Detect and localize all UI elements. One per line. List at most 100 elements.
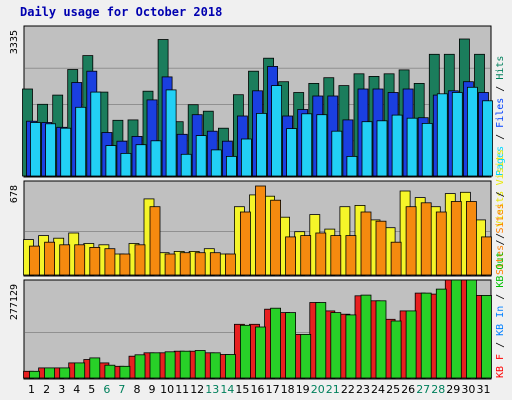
bar (255, 326, 266, 379)
bar (450, 279, 462, 379)
legend: Pages / Files / Hits (495, 56, 506, 176)
bar (29, 370, 40, 379)
chart-panels: 3335 Pages / Files / Hits 678 Sites / Visit… (9, 25, 506, 380)
bar (74, 362, 86, 379)
bar (165, 89, 177, 177)
x-tick-label: 9 (149, 383, 156, 396)
x-tick-label: 23 (356, 383, 370, 396)
bar (194, 350, 206, 379)
bar (345, 314, 357, 379)
bar (60, 127, 72, 177)
bar (270, 307, 282, 379)
y-max-label: 277129 (9, 284, 20, 320)
legend-item: KB In (495, 306, 506, 336)
bar (390, 320, 402, 379)
x-tick-label: 12 (190, 383, 204, 396)
series-pages (30, 85, 493, 177)
bar (405, 206, 417, 276)
bar (209, 252, 221, 276)
x-tick-label: 6 (103, 383, 110, 396)
x-tick-label: 13 (205, 383, 219, 396)
x-tick-label: 10 (160, 383, 174, 396)
bar (270, 199, 282, 276)
x-tick-label: 15 (235, 383, 249, 396)
bar (315, 232, 327, 276)
bar (300, 333, 312, 379)
bar (285, 312, 297, 379)
bar (240, 138, 252, 177)
legend-text: Pages / Files / Hits (495, 56, 506, 176)
bar (149, 352, 161, 379)
bar (271, 85, 283, 177)
series-kb-f (23, 279, 486, 379)
bar (465, 279, 477, 379)
bar (286, 128, 298, 177)
bar (255, 185, 266, 276)
x-tick-label: 7 (118, 383, 125, 396)
bar (421, 123, 433, 177)
legend-text: Sites / Visits (495, 191, 506, 275)
bar (225, 155, 237, 177)
bar (436, 93, 448, 177)
legend: Sites / Visits (495, 191, 506, 275)
y-max-label: 3335 (9, 30, 20, 54)
bar (466, 86, 478, 177)
bar (30, 122, 41, 177)
bar (224, 253, 236, 276)
bar (89, 246, 101, 276)
bar (330, 312, 342, 379)
x-tick-label: 5 (88, 383, 95, 396)
bar (104, 364, 116, 379)
x-tick-label: 18 (281, 383, 295, 396)
legend-item: Hits (495, 56, 506, 80)
bar (405, 310, 417, 379)
bar (74, 244, 86, 276)
x-tick-label: 26 (401, 383, 415, 396)
bar (316, 114, 328, 177)
bar (375, 220, 387, 276)
bar (346, 155, 358, 177)
legend-item: Sites (495, 203, 506, 233)
bar (45, 123, 56, 177)
bar (331, 130, 343, 177)
bar (135, 144, 147, 177)
bar (406, 117, 418, 177)
x-tick-label: 24 (371, 383, 385, 396)
bar (44, 367, 55, 379)
bar (209, 352, 221, 379)
bar (451, 92, 463, 177)
bar (210, 149, 222, 177)
bar (390, 241, 402, 276)
bar (239, 324, 251, 379)
bar (75, 106, 87, 177)
x-tick-label: 20 (311, 383, 325, 396)
panel-hits: 3335 Pages / Files / Hits (9, 25, 506, 178)
bar (256, 113, 267, 177)
bar (119, 253, 131, 276)
bar (285, 236, 297, 276)
series-sites (29, 185, 492, 276)
legend-separator: / (495, 227, 506, 245)
bar (164, 351, 176, 379)
legend-item: Visits (495, 191, 506, 227)
legend-item: Visits (495, 149, 506, 185)
bar (301, 113, 313, 177)
bar (481, 294, 492, 379)
series-kb-out (29, 279, 492, 379)
x-tick-label: 17 (266, 383, 280, 396)
legend-text: KB F / KB In / KB Out / Sites / Visits (495, 149, 506, 378)
legend-item: KB Out (495, 252, 506, 288)
legend-item: KB F (495, 354, 506, 378)
legend-separator: / (495, 336, 506, 354)
panel-visits: 678 Sites / Visits (9, 180, 506, 277)
bar (391, 114, 403, 177)
bar (360, 294, 372, 379)
bar (44, 241, 55, 276)
bar (119, 365, 131, 379)
bar (360, 211, 372, 276)
panel-kbytes: 277129 KB F / KB In / KB Out / Sites / Vi… (9, 149, 506, 380)
bar (59, 244, 71, 276)
bar (29, 245, 40, 276)
x-tick-label: 11 (175, 383, 189, 396)
bar (224, 354, 236, 379)
